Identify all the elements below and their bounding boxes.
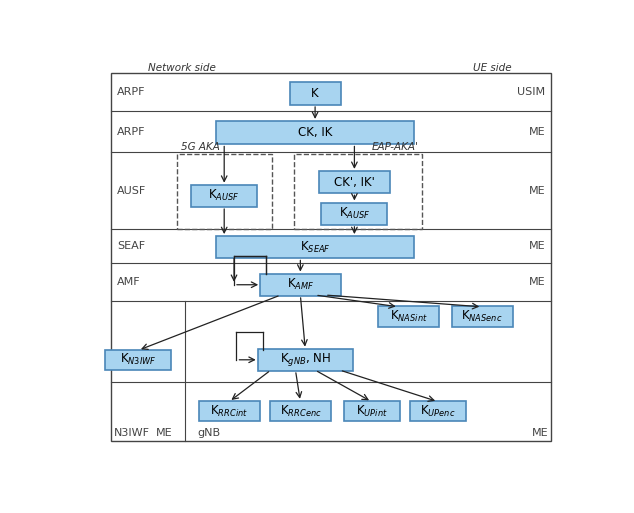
FancyBboxPatch shape: [319, 171, 390, 193]
Text: K$_{NASenc}$: K$_{NASenc}$: [462, 309, 503, 324]
FancyBboxPatch shape: [321, 203, 387, 225]
Text: K$_{AUSF}$: K$_{AUSF}$: [339, 206, 370, 221]
Text: Network side: Network side: [148, 63, 216, 73]
Text: ME: ME: [528, 186, 545, 196]
FancyBboxPatch shape: [378, 306, 439, 327]
Text: K$_{UPint}$: K$_{UPint}$: [356, 404, 387, 419]
FancyBboxPatch shape: [410, 401, 466, 421]
Text: K$_{gNB}$, NH: K$_{gNB}$, NH: [280, 351, 330, 368]
Text: USIM: USIM: [517, 87, 545, 97]
Text: K$_{AMF}$: K$_{AMF}$: [287, 277, 314, 292]
Text: CK', IK': CK', IK': [334, 175, 375, 189]
Text: AMF: AMF: [117, 277, 141, 287]
FancyBboxPatch shape: [451, 306, 513, 327]
Text: K$_{N3IWF}$: K$_{N3IWF}$: [120, 352, 157, 367]
Text: N3IWF: N3IWF: [113, 428, 150, 438]
FancyBboxPatch shape: [257, 349, 353, 371]
Text: ARPF: ARPF: [117, 127, 146, 136]
FancyBboxPatch shape: [216, 121, 415, 144]
FancyBboxPatch shape: [290, 82, 340, 105]
FancyBboxPatch shape: [270, 401, 331, 421]
FancyBboxPatch shape: [216, 236, 415, 258]
FancyBboxPatch shape: [191, 185, 257, 207]
Text: ARPF: ARPF: [117, 87, 146, 97]
Text: K$_{RRCint}$: K$_{RRCint}$: [210, 404, 248, 419]
Text: ME: ME: [528, 277, 545, 287]
FancyBboxPatch shape: [344, 401, 399, 421]
Text: K$_{RRCenc}$: K$_{RRCenc}$: [280, 404, 321, 419]
FancyBboxPatch shape: [105, 349, 171, 370]
Bar: [111, 73, 551, 441]
Text: K: K: [311, 87, 319, 100]
Text: ME: ME: [528, 241, 545, 251]
Text: ME: ME: [528, 127, 545, 136]
FancyBboxPatch shape: [260, 273, 340, 296]
Text: AUSF: AUSF: [117, 186, 146, 196]
Text: ME: ME: [155, 428, 172, 438]
FancyBboxPatch shape: [198, 401, 259, 421]
Text: UE side: UE side: [473, 63, 511, 73]
Text: EAP-AKA': EAP-AKA': [372, 142, 418, 152]
Text: SEAF: SEAF: [117, 241, 145, 251]
Text: K$_{AUSF}$: K$_{AUSF}$: [209, 188, 240, 204]
Text: K$_{SEAF}$: K$_{SEAF}$: [300, 240, 330, 255]
Text: gNB: gNB: [197, 428, 220, 438]
Text: CK, IK: CK, IK: [298, 126, 332, 139]
Text: K$_{NASint}$: K$_{NASint}$: [389, 309, 427, 324]
Text: K$_{UPenc}$: K$_{UPenc}$: [420, 404, 456, 419]
Text: ME: ME: [532, 428, 548, 438]
Text: 5G AKA: 5G AKA: [181, 142, 221, 152]
